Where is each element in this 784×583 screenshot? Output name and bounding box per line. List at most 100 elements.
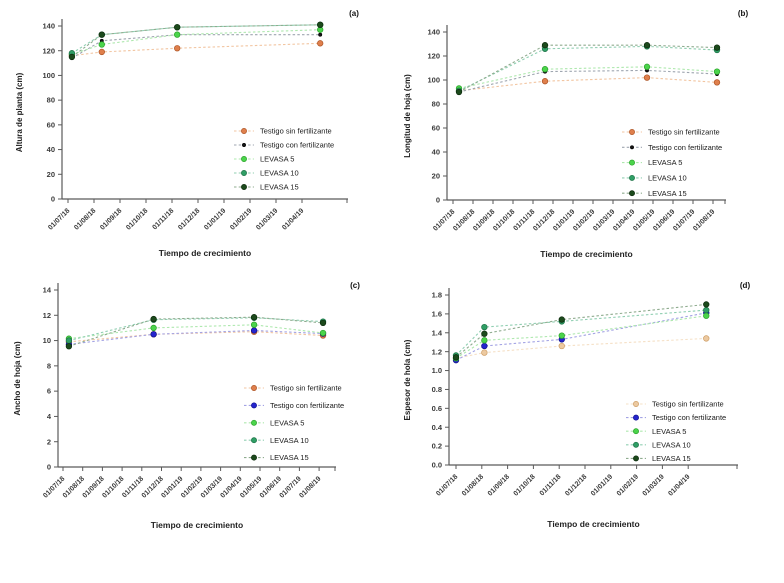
x-tick-label: 01/10/18 — [125, 207, 149, 231]
y-tick-label: 80 — [432, 100, 440, 109]
data-point — [558, 316, 565, 323]
x-axis-ticks: 01/07/1801/08/1801/09/1801/10/1801/11/18… — [42, 467, 336, 500]
legend-marker — [241, 170, 247, 176]
x-tick-label: 01/12/18 — [564, 473, 588, 497]
data-point — [319, 319, 327, 327]
y-tick-label: 20 — [47, 170, 55, 179]
legend-marker — [251, 402, 257, 409]
y-tick-label: 120 — [42, 46, 55, 55]
data-point — [703, 306, 710, 314]
x-tick-label: 01/11/18 — [539, 473, 563, 497]
axes — [448, 288, 738, 466]
series-testigo-sin-fertilizante — [455, 74, 721, 94]
x-tick-label: 01/08/18 — [461, 473, 485, 497]
y-tick-label: 40 — [432, 148, 440, 157]
data-point — [150, 331, 157, 338]
y-axis-ticks: 0.0 0.2 0.4 0.6 0.8 1.0 1.2 1.4 1.6 1.8 — [432, 291, 449, 470]
x-tick-label: 01/07/18 — [47, 207, 71, 231]
series-line — [458, 45, 718, 92]
legend-marker — [251, 454, 257, 461]
series-levasa-5 — [455, 63, 721, 92]
legend-marker — [241, 184, 247, 190]
series-line — [71, 24, 321, 54]
x-tick-label: 01/08/18 — [73, 207, 97, 231]
legend-label: LEVASA 15 — [652, 454, 691, 463]
legend-label: LEVASA 5 — [260, 155, 294, 164]
legend: Testigo sin fertilizante Testigo con fert… — [626, 400, 726, 463]
series-line — [68, 317, 324, 342]
series-line — [71, 42, 321, 57]
legend-marker — [629, 174, 635, 181]
legend-label: Testigo con fertilizante — [260, 141, 334, 150]
legend-marker — [633, 441, 639, 448]
data-point — [713, 68, 721, 75]
series-line — [455, 315, 707, 359]
y-tick-label: 0.2 — [432, 442, 442, 451]
x-tick-label: 01/09/18 — [99, 207, 123, 231]
y-tick-label: 8 — [47, 361, 51, 370]
panel-letter-label: (a) — [349, 9, 359, 18]
legend-label: LEVASA 10 — [652, 440, 691, 449]
series-levasa-15 — [452, 301, 710, 361]
legend-label: Testigo sin fertilizante — [648, 128, 720, 137]
legend-label: LEVASA 10 — [270, 436, 309, 445]
y-axis-ticks: 0 2 4 6 8 10 12 14 — [43, 286, 58, 472]
series-line — [71, 29, 321, 55]
legend-marker — [251, 419, 257, 426]
y-tick-label: 1.4 — [432, 328, 443, 337]
data-point — [455, 88, 463, 96]
y-tick-label: 12 — [43, 311, 51, 320]
data-point — [703, 335, 710, 342]
legend-marker — [629, 190, 635, 197]
legend-label: Testigo sin fertilizante — [652, 400, 724, 409]
legend-marker — [633, 414, 639, 421]
x-axis-title: Tiempo de crecimiento — [151, 520, 243, 530]
data-point — [317, 40, 324, 47]
data-point — [98, 48, 105, 56]
y-tick-label: 0.6 — [432, 404, 442, 413]
data-point — [318, 32, 323, 37]
legend: Testigo sin fertilizante Testigo con fert… — [622, 128, 722, 198]
x-tick-label: 01/03/19 — [642, 473, 666, 497]
data-point — [703, 301, 710, 308]
panel-letter-label: (b) — [738, 9, 749, 18]
x-tick-label: 01/02/19 — [229, 207, 253, 231]
data-point — [65, 343, 73, 350]
data-point — [643, 63, 651, 70]
y-axis-title: Longitud de hoja (cm) — [403, 74, 412, 158]
data-point — [98, 41, 105, 48]
series-levasa-15 — [455, 42, 721, 96]
y-tick-label: 1.0 — [432, 366, 442, 375]
data-point — [250, 321, 258, 328]
y-tick-label: 120 — [427, 52, 440, 61]
x-axis-title: Tiempo de crecimiento — [547, 519, 639, 529]
data-point — [98, 31, 105, 38]
data-point — [68, 53, 76, 61]
y-tick-label: 20 — [432, 172, 440, 181]
y-axis-ticks: 0 20 40 60 80 100 120 140 — [42, 22, 62, 204]
data-point — [558, 342, 565, 350]
series-line — [458, 69, 718, 93]
series-testigo-sin-fertilizante — [452, 335, 710, 362]
legend-marker — [251, 437, 257, 444]
x-axis-ticks: 01/07/1801/08/1801/09/1801/10/1801/11/18… — [432, 200, 726, 233]
legend-label: LEVASA 10 — [648, 174, 687, 183]
legend-marker — [630, 145, 634, 150]
panel-letter-label: (c) — [350, 281, 360, 290]
y-tick-label: 2 — [47, 437, 51, 446]
y-tick-label: 0.4 — [432, 423, 443, 432]
y-axis-ticks: 0 20 40 60 80 100 120 140 — [427, 28, 447, 205]
data-point — [541, 42, 549, 49]
legend-label: LEVASA 15 — [260, 183, 299, 192]
series-testigo-con-fertilizante — [452, 309, 710, 364]
y-tick-label: 100 — [427, 76, 440, 85]
legend-marker — [241, 156, 247, 162]
y-axis-title: Ancho de hoja (cm) — [13, 341, 22, 416]
series-levasa-5 — [68, 26, 324, 58]
series-line — [68, 331, 324, 343]
panel-c-ancho-de-hoja-chart: 0 2 4 6 8 10 12 14 01/07/1801/08/1801/09/1801/10… — [13, 281, 360, 530]
series-line — [458, 44, 718, 93]
y-axis-title: Espesor de hola (cm) — [403, 339, 412, 420]
y-tick-label: 0.0 — [432, 461, 442, 470]
data-point — [174, 31, 181, 38]
